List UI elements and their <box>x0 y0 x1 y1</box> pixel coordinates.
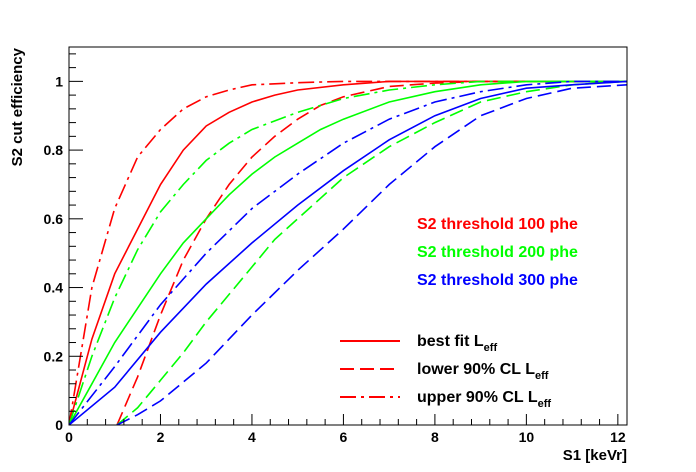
x-axis-label: S1 [keVr] <box>563 447 627 464</box>
legend-label-lower: lower 90% CL Leff <box>417 361 549 382</box>
legend: best fit Leff lower 90% CL Leff upper 90… <box>340 333 551 410</box>
y-tick-label: 0.6 <box>44 211 64 227</box>
y-tick-label: 0.2 <box>44 348 64 364</box>
threshold-label-100: S2 threshold 100 phe <box>417 216 578 233</box>
series-line-100phe-dashed <box>116 80 627 425</box>
series-line-300phe-dashed <box>116 84 627 425</box>
legend-label-upper: upper 90% CL Leff <box>417 389 551 410</box>
axis-layer: 0 2 4 6 8 10 12 0 0.2 0.4 0.6 0.8 1 <box>44 53 626 445</box>
threshold-label-200: S2 threshold 200 phe <box>417 244 578 261</box>
series-line-100phe-solid <box>69 80 627 425</box>
x-tick-label: 0 <box>65 429 73 445</box>
y-tick-label: 0.8 <box>44 142 64 158</box>
x-tick-label: 2 <box>157 429 165 445</box>
series-line-200phe-solid <box>69 80 627 425</box>
series-line-100phe-dashdot <box>69 80 627 425</box>
y-tick-label: 0 <box>55 417 63 433</box>
y-tick-label: 1 <box>55 73 63 89</box>
x-tick-label: 8 <box>431 429 439 445</box>
x-tick-label: 10 <box>519 429 535 445</box>
x-tick-label: 4 <box>248 429 256 445</box>
threshold-label-300: S2 threshold 300 phe <box>417 272 578 289</box>
plot-frame <box>68 46 628 426</box>
series-layer <box>69 80 627 425</box>
x-tick-label: 6 <box>340 429 348 445</box>
y-axis-label: S2 cut efficiency <box>9 47 26 166</box>
series-line-200phe-dashed <box>116 80 627 425</box>
series-line-300phe-dashdot <box>69 80 627 425</box>
x-tick-label: 12 <box>610 429 626 445</box>
y-tick-label: 0.4 <box>44 280 64 296</box>
legend-label-best-fit: best fit Leff <box>417 333 497 354</box>
series-line-300phe-solid <box>69 80 627 425</box>
